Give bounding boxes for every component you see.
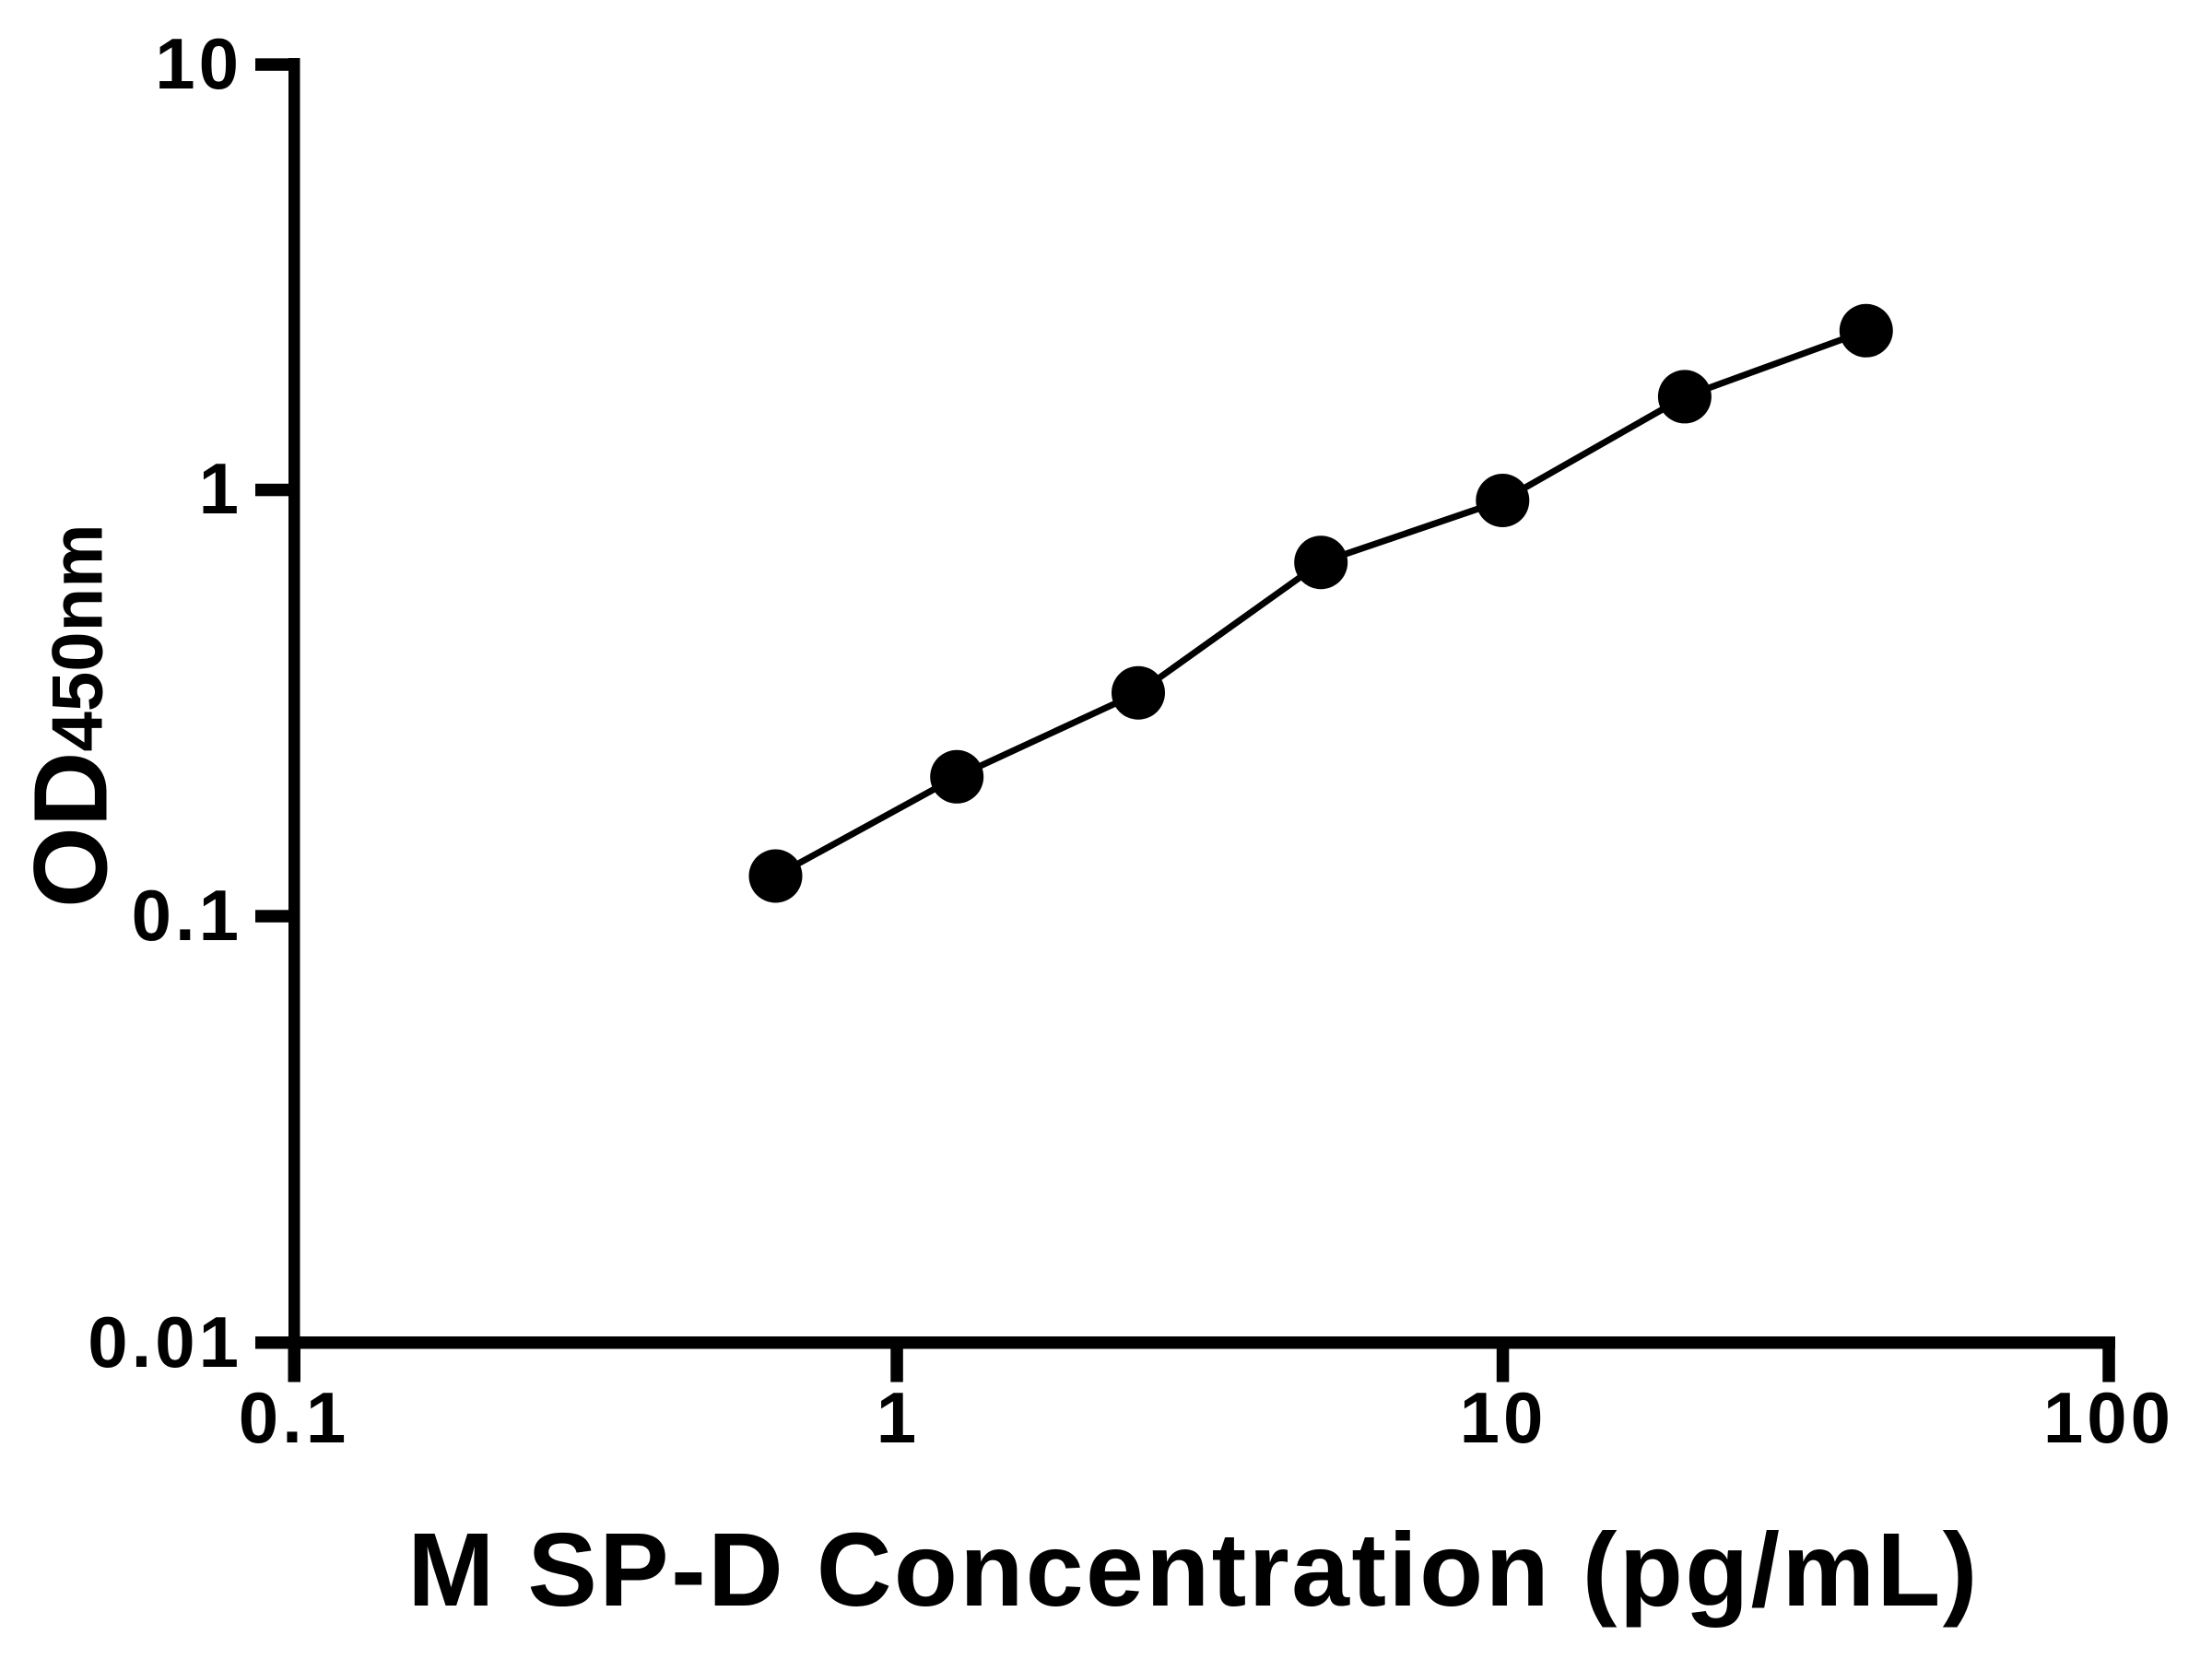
svg-text:M SP-D Concentration (pg/mL): M SP-D Concentration (pg/mL) — [407, 1512, 1980, 1628]
svg-text:1: 1 — [877, 1377, 920, 1458]
svg-text:10: 10 — [1460, 1377, 1547, 1458]
svg-text:0.1: 0.1 — [132, 875, 242, 956]
svg-text:10: 10 — [155, 23, 242, 104]
svg-text:0.1: 0.1 — [239, 1377, 349, 1458]
svg-text:0.01: 0.01 — [88, 1301, 242, 1382]
svg-text:100: 100 — [2043, 1377, 2174, 1458]
svg-text:1: 1 — [199, 448, 242, 529]
